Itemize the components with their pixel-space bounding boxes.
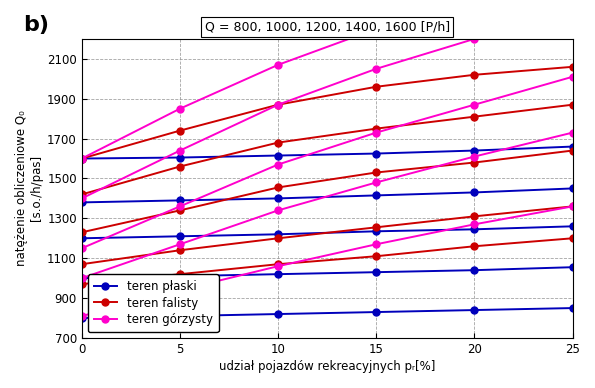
X-axis label: udział pojazdów rekreacyjnych pᵣ[%]: udział pojazdów rekreacyjnych pᵣ[%] bbox=[219, 360, 436, 373]
Title: Q = 800, 1000, 1200, 1400, 1600 [P/h]: Q = 800, 1000, 1200, 1400, 1600 [P/h] bbox=[205, 21, 450, 34]
Text: b): b) bbox=[23, 15, 49, 35]
Y-axis label: natężenie obliczeniowe Q₀
[s.o./h/pas]: natężenie obliczeniowe Q₀ [s.o./h/pas] bbox=[15, 111, 43, 266]
Legend: teren płaski, teren falisty, teren górzysty: teren płaski, teren falisty, teren górzy… bbox=[87, 274, 218, 332]
